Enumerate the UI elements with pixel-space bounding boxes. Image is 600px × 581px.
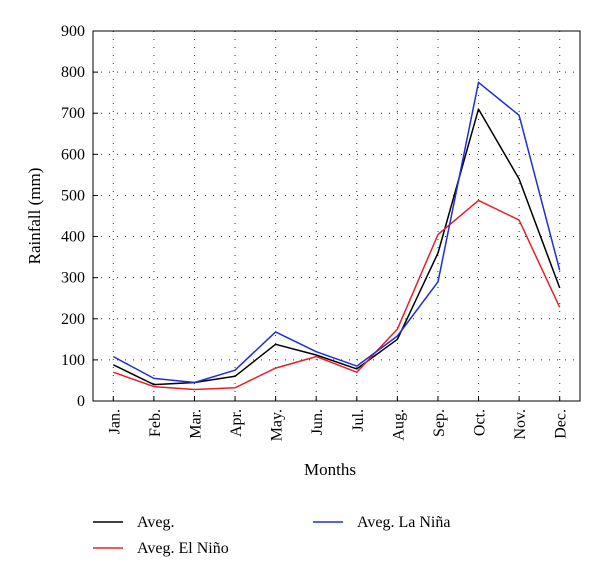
grid-lines bbox=[93, 31, 580, 401]
x-axis-label: Months bbox=[304, 460, 356, 479]
y-tick-label: 600 bbox=[61, 146, 85, 163]
series-line bbox=[113, 199, 561, 391]
y-tick-label: 0 bbox=[77, 393, 85, 410]
x-tick-label: Dec. bbox=[553, 409, 570, 439]
y-tick-label: 100 bbox=[61, 352, 85, 369]
x-tick-label: Mar. bbox=[187, 409, 204, 439]
x-tick-label: Jun. bbox=[309, 409, 326, 435]
x-axis-ticks: Jan. Feb. Mar. Apr. May. Jun. Jul. Aug. Sep. Oct.… bbox=[106, 396, 570, 441]
series-lines bbox=[112, 81, 561, 391]
x-tick-label: Feb. bbox=[147, 409, 164, 437]
legend-label: Aveg. El Niño bbox=[137, 540, 229, 557]
legend-label: Aveg. La Niña bbox=[357, 514, 450, 531]
y-tick-label: 800 bbox=[61, 64, 85, 81]
x-tick-label: Apr. bbox=[228, 409, 245, 437]
x-tick-label: Oct. bbox=[472, 409, 489, 436]
x-tick-label: Aug. bbox=[390, 409, 407, 441]
y-axis-ticks: 0 100 200 300 400 500 600 700 800 900 bbox=[61, 23, 98, 410]
y-axis-label: Rainfall (mm) bbox=[25, 168, 44, 265]
x-tick-label: Jul. bbox=[350, 409, 367, 432]
y-tick-label: 300 bbox=[61, 270, 85, 287]
series-line bbox=[112, 108, 561, 386]
x-tick-label: Sep. bbox=[431, 409, 448, 437]
y-tick-label: 200 bbox=[61, 311, 85, 328]
y-tick-label: 500 bbox=[61, 187, 85, 204]
series-line bbox=[112, 81, 561, 384]
legend: Aveg. Aveg. El Niño Aveg. La Niña bbox=[93, 514, 450, 557]
x-tick-label: Jan. bbox=[106, 409, 123, 434]
y-tick-label: 700 bbox=[61, 105, 85, 122]
y-tick-label: 900 bbox=[61, 23, 85, 40]
plot-frame bbox=[92, 30, 581, 402]
y-tick-label: 400 bbox=[61, 229, 85, 246]
legend-label: Aveg. bbox=[137, 514, 174, 531]
x-tick-label: Nov. bbox=[512, 409, 529, 440]
x-tick-label: May. bbox=[269, 409, 286, 441]
